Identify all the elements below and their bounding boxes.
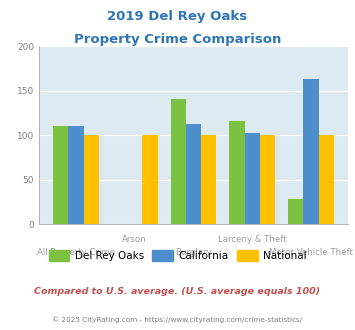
Bar: [170, 99, 186, 224]
Bar: [69, 126, 84, 224]
Text: Motor Vehicle Theft: Motor Vehicle Theft: [269, 248, 353, 256]
Bar: [245, 133, 260, 224]
Bar: [303, 79, 318, 224]
Legend: Del Rey Oaks, California, National: Del Rey Oaks, California, National: [44, 246, 311, 265]
Text: 2019 Del Rey Oaks: 2019 Del Rey Oaks: [108, 10, 247, 23]
Bar: [318, 135, 334, 224]
Text: © 2025 CityRating.com - https://www.cityrating.com/crime-statistics/: © 2025 CityRating.com - https://www.city…: [53, 317, 302, 323]
Bar: [288, 199, 303, 224]
Bar: [260, 135, 275, 224]
Bar: [201, 135, 217, 224]
Text: Compared to U.S. average. (U.S. average equals 100): Compared to U.S. average. (U.S. average …: [34, 287, 321, 296]
Bar: [186, 124, 201, 224]
Text: All Property Crime: All Property Crime: [37, 248, 115, 256]
Bar: [53, 126, 69, 224]
Text: Burglary: Burglary: [175, 248, 212, 256]
Text: Property Crime Comparison: Property Crime Comparison: [74, 33, 281, 46]
Bar: [84, 135, 99, 224]
Text: Arson: Arson: [122, 235, 147, 244]
Bar: [229, 121, 245, 224]
Text: Larceny & Theft: Larceny & Theft: [218, 235, 286, 244]
Bar: [142, 135, 158, 224]
